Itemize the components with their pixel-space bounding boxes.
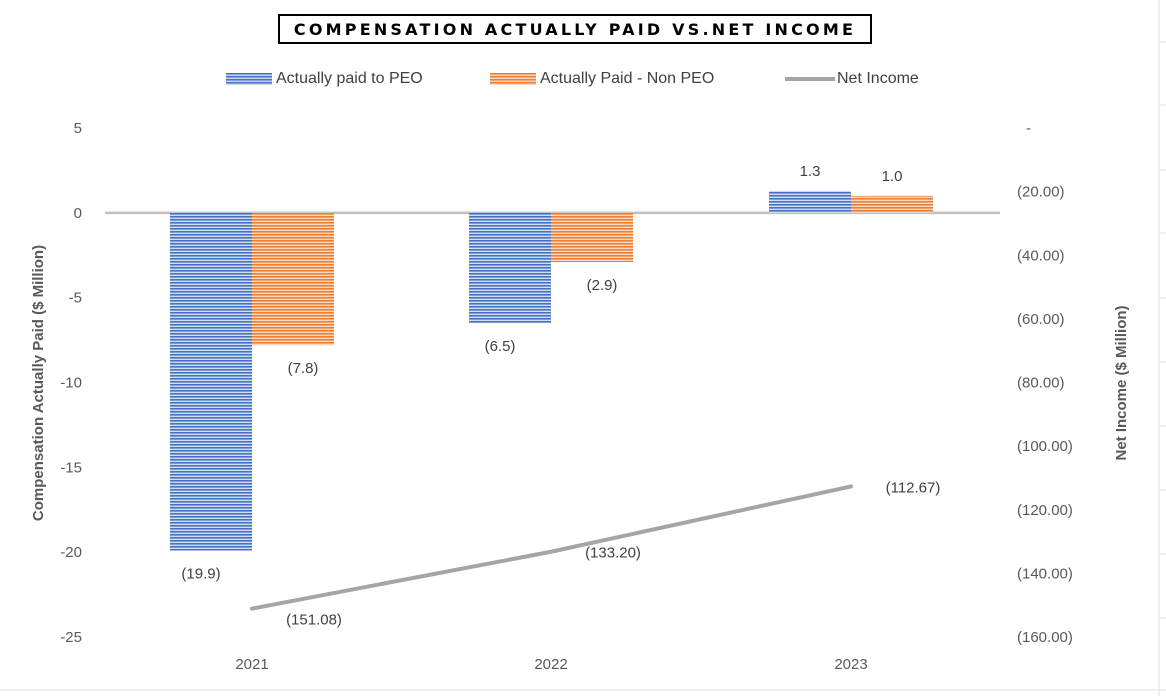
y-axis-title: Compensation Actually Paid ($ Million)	[30, 245, 47, 521]
data-label-non-peo: (2.9)	[587, 277, 618, 294]
net-income-line	[250, 484, 853, 611]
bar-non-peo	[252, 212, 334, 346]
legend-label-non-peo: Actually Paid - Non PEO	[540, 70, 715, 87]
bar-peo	[769, 190, 851, 213]
y2-tick-label: (160.00)	[1017, 629, 1073, 646]
y2-tick-label: -	[1026, 120, 1031, 137]
y2-tick-label: (100.00)	[1017, 438, 1073, 455]
y-tick-label: 5	[74, 120, 82, 137]
legend-label-net-income: Net Income	[837, 70, 919, 87]
data-label-non-peo: (7.8)	[288, 360, 319, 377]
y2-tick-label: (120.00)	[1017, 502, 1073, 519]
y2-tick-label: (20.00)	[1017, 184, 1065, 201]
x-tick-label: 2022	[534, 656, 567, 673]
bar-non-peo	[551, 212, 633, 263]
chart-title: COMPENSATION ACTUALLY PAID VS.NET INCOME	[278, 14, 872, 44]
legend: Actually paid to PEO Actually Paid - Non…	[0, 70, 1166, 92]
legend-item-peo: Actually paid to PEO	[226, 70, 423, 88]
y-tick-label: -10	[60, 375, 82, 392]
legend-swatch-net-income	[785, 77, 835, 81]
y-tick-label: -20	[60, 544, 82, 561]
data-label-net-income: (112.67)	[886, 479, 941, 496]
data-label-net-income: (151.08)	[286, 612, 342, 629]
y2-tick-label: (140.00)	[1017, 565, 1073, 582]
legend-item-net-income: Net Income	[785, 70, 919, 88]
legend-swatch-non-peo	[490, 73, 536, 85]
legend-item-non-peo: Actually Paid - Non PEO	[490, 70, 714, 88]
data-label-non-peo: 1.0	[882, 168, 903, 185]
x-tick-label: 2023	[834, 656, 867, 673]
y2-tick-label: (80.00)	[1017, 375, 1065, 392]
y-tick-label: 0	[74, 205, 82, 222]
y2-tick-label: (40.00)	[1017, 247, 1065, 264]
y-tick-label: -5	[69, 290, 82, 307]
bar-non-peo	[851, 195, 933, 213]
y-tick-label: -25	[60, 629, 82, 646]
y2-axis-title: Net Income ($ Million)	[1113, 305, 1130, 460]
data-label-net-income: (133.20)	[585, 545, 641, 562]
y2-tick-label: (60.00)	[1017, 311, 1065, 328]
legend-label-peo: Actually paid to PEO	[276, 70, 423, 87]
x-tick-label: 2021	[235, 656, 268, 673]
data-label-peo: (19.9)	[181, 565, 220, 582]
data-label-peo: 1.3	[800, 163, 821, 180]
bar-peo	[170, 212, 252, 551]
data-label-peo: (6.5)	[485, 338, 516, 355]
bar-peo	[469, 212, 551, 324]
legend-swatch-peo	[226, 73, 272, 85]
y-tick-label: -15	[60, 459, 82, 476]
